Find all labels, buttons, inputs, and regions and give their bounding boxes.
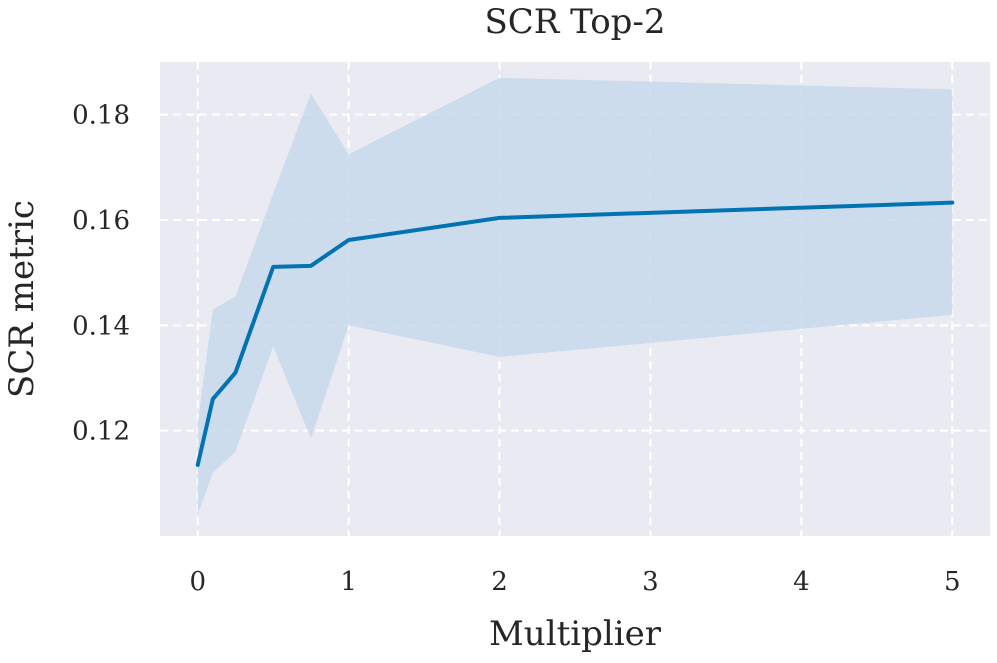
chart-title: SCR Top-2 bbox=[484, 2, 665, 42]
x-tick-label: 0 bbox=[189, 567, 206, 597]
y-tick-label: 0.18 bbox=[72, 101, 130, 131]
x-tick-label: 2 bbox=[491, 567, 508, 597]
confidence-band bbox=[197, 77, 953, 515]
y-tick-label: 0.12 bbox=[72, 417, 130, 447]
confidence-band-layer bbox=[197, 77, 953, 515]
series-line-layer bbox=[195, 200, 955, 467]
y-tick-label: 0.16 bbox=[72, 206, 130, 236]
x-tick-label: 3 bbox=[642, 567, 659, 597]
x-tick-label: 1 bbox=[340, 567, 357, 597]
y-tick-labels: 0.12 0.14 0.16 0.18 bbox=[72, 101, 130, 447]
x-tick-label: 4 bbox=[793, 567, 810, 597]
x-tick-label: 5 bbox=[944, 567, 961, 597]
y-axis-label: SCR metric bbox=[2, 200, 42, 398]
x-tick-labels: 0 1 2 3 4 5 bbox=[189, 567, 960, 597]
y-tick-label: 0.14 bbox=[72, 311, 130, 341]
series-line bbox=[195, 200, 955, 467]
x-axis-label: Multiplier bbox=[489, 614, 662, 654]
